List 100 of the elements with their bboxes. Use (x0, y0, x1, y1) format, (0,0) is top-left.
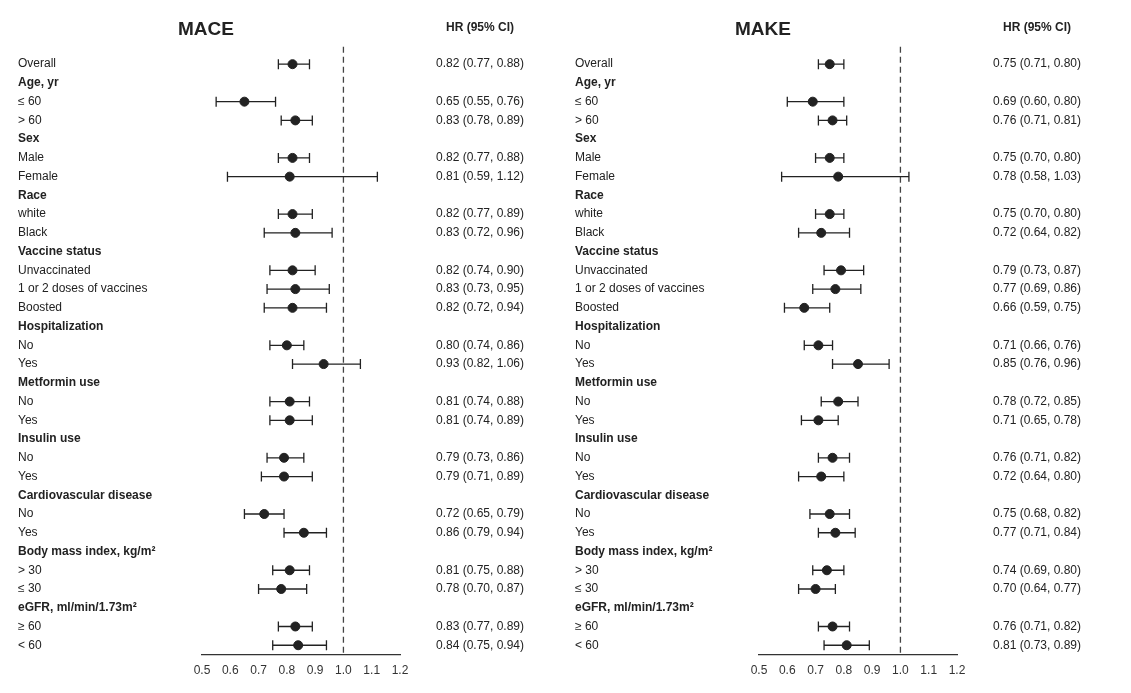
y-tick-label: Sex (18, 131, 40, 146)
y-tick-label: ≤ 60 (18, 93, 42, 108)
data-label: 0.71 (0.65, 0.78) (992, 412, 1082, 427)
point (284, 415, 295, 426)
data-label: 0.77 (0.71, 0.84) (992, 525, 1082, 540)
data-label: 0.79 (0.73, 0.86) (435, 450, 525, 465)
point (276, 584, 287, 594)
y-tick-label: Hospitalization (575, 318, 661, 333)
point (827, 452, 838, 463)
point (287, 152, 298, 163)
y-tick-label: Hospitalization (18, 318, 104, 333)
point (287, 209, 298, 220)
point (816, 227, 827, 238)
data-label: 0.86 (0.79, 0.94) (435, 525, 525, 540)
data-label: 0.79 (0.71, 0.89) (435, 468, 525, 483)
y-tick-label: Yes (575, 412, 595, 427)
chart-title: MAKE (735, 17, 791, 39)
y-tick-label: Yes (18, 525, 38, 540)
data-label: 0.78 (0.58, 1.03) (992, 168, 1082, 183)
y-tick-label: Yes (575, 525, 595, 540)
x-tick-label: 0.8 (278, 663, 296, 678)
data-label: 0.72 (0.64, 0.82) (992, 225, 1082, 240)
point (836, 265, 847, 276)
point (841, 640, 852, 651)
y-tick-label: > 60 (18, 112, 43, 127)
data-label: 0.78 (0.70, 0.87) (435, 581, 525, 596)
x-tick-label: 1.2 (948, 663, 966, 678)
y-tick-label: Unvaccinated (575, 262, 648, 277)
point (318, 359, 329, 370)
x-tick-label: 0.7 (807, 663, 825, 678)
point (827, 115, 838, 126)
y-tick-label: Female (18, 168, 59, 183)
y-tick-label: No (18, 506, 34, 521)
y-tick-label: Insulin use (18, 431, 81, 446)
y-tick-label: No (575, 450, 591, 465)
point (284, 396, 295, 407)
y-tick-label: Cardiovascular disease (18, 487, 153, 502)
data-label: 0.82 (0.77, 0.89) (435, 206, 525, 221)
y-tick-label: ≤ 30 (575, 581, 599, 596)
y-tick-label: Boosted (18, 300, 63, 315)
text: HR (95% CI) (1002, 20, 1072, 35)
point (287, 59, 298, 70)
point (287, 302, 298, 313)
point (853, 359, 863, 370)
y-tick-label: No (18, 450, 34, 465)
y-tick-label: Race (18, 187, 48, 202)
y-tick-label: Yes (18, 356, 38, 371)
y-tick-label: Body mass index, kg/m² (575, 543, 713, 558)
y-tick-label: Male (18, 150, 45, 165)
y-tick-label: Black (18, 225, 49, 240)
data-label: 0.82 (0.74, 0.90) (435, 262, 525, 277)
x-tick-label: 1.0 (335, 663, 353, 678)
y-tick-label: No (18, 337, 34, 352)
data-label: 0.66 (0.59, 0.75) (992, 300, 1082, 315)
data-label: 0.81 (0.74, 0.89) (435, 412, 525, 427)
point (821, 565, 832, 576)
data-label: 0.83 (0.78, 0.89) (435, 112, 525, 127)
data-label: 0.72 (0.64, 0.80) (992, 468, 1082, 483)
y-tick-label: Body mass index, kg/m² (18, 543, 156, 558)
x-tick-label: 0.5 (193, 663, 211, 678)
y-tick-label: ≤ 60 (575, 93, 599, 108)
x-tick-label: 0.9 (863, 663, 881, 678)
y-tick-label: eGFR, ml/min/1.73m² (18, 600, 137, 615)
y-tick-label: Unvaccinated (18, 262, 91, 277)
x-tick-label: 1.1 (363, 663, 381, 678)
y-tick-label: white (17, 206, 47, 221)
data-label: 0.74 (0.69, 0.80) (992, 562, 1082, 577)
point (293, 640, 304, 651)
point (813, 340, 824, 351)
point (833, 396, 844, 407)
data-label: 0.85 (0.76, 0.96) (992, 356, 1082, 371)
y-tick-label: ≤ 30 (18, 581, 42, 596)
y-tick-label: ≥ 60 (575, 618, 599, 633)
y-tick-label: < 60 (18, 637, 43, 652)
data-label: 0.76 (0.71, 0.81) (992, 112, 1082, 127)
x-tick-label: 1.2 (391, 663, 409, 678)
y-tick-label: 1 or 2 doses of vaccines (575, 281, 705, 296)
data-label: 0.76 (0.71, 0.82) (992, 618, 1082, 633)
data-label: 0.75 (0.71, 0.80) (992, 56, 1082, 71)
point (279, 471, 290, 482)
point (259, 509, 270, 520)
data-label: 0.80 (0.74, 0.86) (435, 337, 525, 352)
y-tick-label: No (575, 393, 591, 408)
data-label: 0.81 (0.74, 0.88) (435, 393, 525, 408)
point (284, 171, 295, 182)
y-tick-label: No (18, 393, 34, 408)
y-tick-label: Metformin use (18, 375, 101, 390)
y-tick-label: Yes (575, 356, 595, 371)
y-tick-label: Age, yr (575, 75, 617, 90)
data-label: 0.82 (0.77, 0.88) (435, 56, 525, 71)
data-label: 0.81 (0.75, 0.88) (435, 562, 525, 577)
y-tick-label: Female (575, 168, 616, 183)
chart-title: MACE (178, 17, 234, 39)
point (284, 565, 295, 576)
point (824, 59, 835, 70)
y-tick-label: Male (575, 150, 602, 165)
point (290, 621, 301, 632)
data-label: 0.81 (0.59, 1.12) (435, 168, 525, 183)
x-tick-label: 0.7 (250, 663, 268, 678)
y-tick-label: > 30 (18, 562, 43, 577)
